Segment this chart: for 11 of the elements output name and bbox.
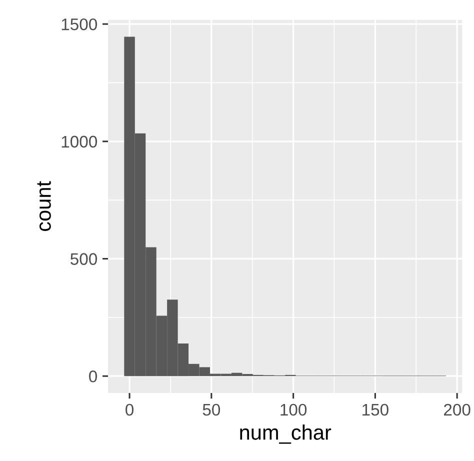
x-axis-title: num_char bbox=[240, 424, 332, 444]
y-axis-title: count bbox=[37, 181, 51, 232]
y-tick-label: 0 bbox=[89, 370, 98, 382]
x-tick-label: 50 bbox=[202, 404, 220, 416]
x-tick-label: 100 bbox=[280, 404, 307, 416]
x-tick-label: 200 bbox=[444, 404, 470, 416]
y-tick-label: 1500 bbox=[62, 18, 98, 30]
y-tick-label: 500 bbox=[70, 253, 98, 265]
x-tick-label: 0 bbox=[126, 404, 134, 416]
x-tick-label: 150 bbox=[362, 404, 388, 416]
y-tick-label: 1000 bbox=[62, 136, 98, 148]
